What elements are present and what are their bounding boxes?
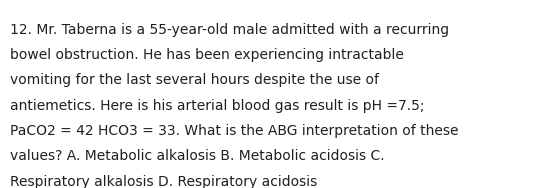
Text: vomiting for the last several hours despite the use of: vomiting for the last several hours desp… [10, 73, 379, 87]
Text: Respiratory alkalosis D. Respiratory acidosis: Respiratory alkalosis D. Respiratory aci… [10, 175, 318, 188]
Text: values? A. Metabolic alkalosis B. Metabolic acidosis C.: values? A. Metabolic alkalosis B. Metabo… [10, 149, 384, 163]
Text: bowel obstruction. He has been experiencing intractable: bowel obstruction. He has been experienc… [10, 48, 404, 62]
Text: 12. Mr. Taberna is a 55-year-old male admitted with a recurring: 12. Mr. Taberna is a 55-year-old male ad… [10, 23, 449, 36]
Text: PaCO2 = 42 HCO3 = 33. What is the ABG interpretation of these: PaCO2 = 42 HCO3 = 33. What is the ABG in… [10, 124, 459, 138]
Text: antiemetics. Here is his arterial blood gas result is pH =7.5;: antiemetics. Here is his arterial blood … [10, 99, 425, 113]
